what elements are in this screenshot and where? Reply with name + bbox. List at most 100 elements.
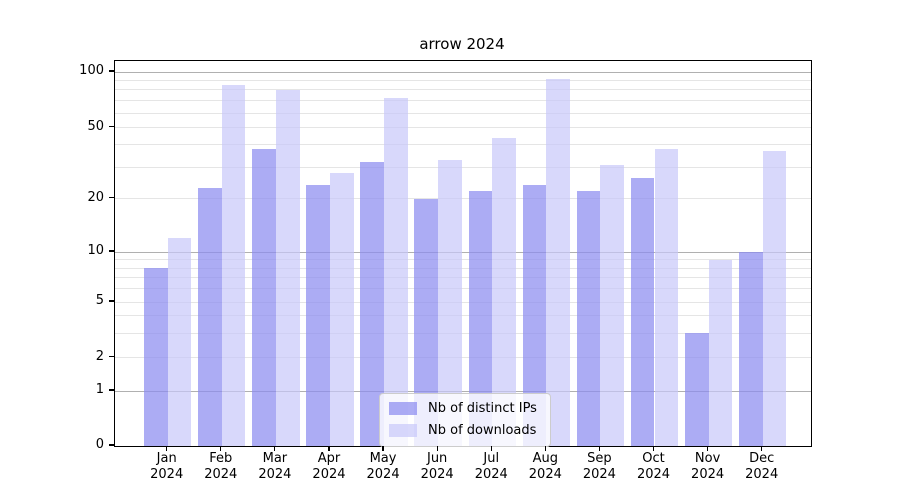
x-tick-mark (382, 446, 384, 451)
minor-gridline (115, 332, 811, 334)
bar-ips-feb (198, 187, 222, 446)
legend-swatch-distinct-ips (389, 402, 417, 415)
y-tick-label: 0 (95, 437, 104, 452)
minor-gridline (115, 315, 811, 317)
legend-label-downloads: Nb of downloads (428, 423, 537, 438)
x-tick-month: Oct (642, 451, 665, 466)
bar-ips-apr (306, 184, 330, 446)
y-tick-mark (109, 197, 114, 199)
minor-gridline (115, 127, 811, 129)
x-tick-month: Sep (587, 451, 612, 466)
y-tick-label: 2 (95, 348, 104, 364)
bar-ips-jan (144, 268, 168, 446)
minor-gridline (115, 357, 811, 359)
x-tick-label: Apr 2024 (297, 451, 361, 482)
x-tick-label: Nov 2024 (676, 451, 740, 482)
bar-downloads-nov (708, 259, 733, 446)
x-tick-month: Jan (156, 451, 177, 466)
bar-downloads-aug (546, 78, 571, 446)
y-tick-label: 1 (95, 382, 104, 397)
bar-downloads-sep (600, 164, 625, 446)
minor-gridline (115, 198, 811, 200)
x-tick-mark (220, 446, 222, 451)
x-tick-mark (598, 446, 600, 451)
legend-entry-distinct-ips: Nb of distinct IPs (389, 399, 541, 418)
y-tick-mark (109, 444, 114, 446)
bar-ips-jun (414, 198, 439, 446)
x-tick-year: 2024 (204, 466, 238, 482)
y-tick-label: 5 (95, 293, 104, 308)
minor-gridline (115, 288, 811, 290)
minor-gridline (115, 277, 811, 279)
x-tick-mark (652, 446, 655, 451)
y-tick-mark (109, 389, 114, 391)
x-tick-label: Mar 2024 (243, 451, 307, 482)
x-tick-label: Jan 2024 (135, 451, 199, 482)
legend-entry-downloads: Nb of downloads (389, 421, 541, 440)
bar-downloads-jun (438, 159, 462, 446)
bar-downloads-jul (492, 137, 516, 446)
bar-downloads-jan (167, 237, 192, 446)
major-gridline (115, 71, 811, 73)
x-tick-month: Jul (483, 451, 500, 466)
bar-ips-sep (576, 191, 601, 446)
bar-downloads-feb (221, 85, 246, 446)
minor-gridline (115, 89, 811, 91)
x-tick-year: 2024 (420, 466, 454, 482)
bar-ips-mar (252, 148, 276, 446)
bar-ips-jul (468, 191, 493, 446)
bar-ips-aug (522, 184, 547, 446)
x-tick-label: Dec 2024 (730, 451, 794, 482)
x-tick-mark (166, 446, 168, 451)
major-gridline (115, 251, 811, 253)
x-tick-label: Oct 2024 (622, 451, 686, 482)
y-tick-mark (109, 356, 114, 358)
minor-gridline (115, 259, 811, 261)
x-tick-year: 2024 (636, 466, 671, 482)
bar-downloads-dec (762, 151, 787, 446)
bar-ips-nov (684, 333, 709, 446)
y-tick-label: 10 (87, 243, 104, 258)
bar-downloads-mar (275, 89, 300, 446)
x-tick-month: Aug (532, 451, 559, 466)
minor-gridline (115, 100, 811, 102)
x-tick-month: Feb (209, 451, 233, 466)
minor-gridline (115, 112, 811, 114)
x-tick-month: Apr (317, 451, 341, 466)
major-gridline (115, 390, 811, 392)
y-tick-label: 100 (79, 63, 104, 78)
x-tick-label: Jul 2024 (459, 451, 523, 482)
x-tick-mark (328, 446, 330, 451)
y-tick-label: 20 (87, 189, 104, 205)
x-tick-label: Jun 2024 (405, 451, 469, 482)
x-tick-year: 2024 (528, 466, 562, 482)
x-tick-year: 2024 (312, 466, 346, 482)
x-tick-month: Dec (749, 451, 775, 466)
bar-downloads-oct (654, 148, 679, 446)
minor-gridline (115, 144, 811, 146)
x-tick-year: 2024 (474, 466, 508, 482)
minor-gridline (115, 267, 811, 269)
x-tick-label: May 2024 (351, 451, 415, 482)
legend: Nb of distinct IPs Nb of downloads (379, 393, 551, 447)
x-tick-month: Jun (426, 451, 448, 466)
minor-gridline (115, 79, 811, 81)
x-tick-mark (707, 446, 709, 451)
minor-gridline (115, 166, 811, 168)
y-tick-mark (109, 250, 114, 252)
bar-ips-may (360, 162, 385, 446)
x-tick-label: Sep 2024 (567, 451, 631, 482)
x-tick-year: 2024 (745, 466, 779, 482)
bar-downloads-may (384, 98, 408, 446)
x-tick-month: May (369, 451, 397, 466)
x-tick-mark (274, 446, 276, 451)
x-tick-mark (490, 446, 492, 451)
x-tick-label: Aug 2024 (513, 451, 577, 482)
y-tick-mark (109, 126, 114, 128)
y-tick-mark (109, 300, 114, 302)
x-tick-mark (544, 446, 546, 451)
legend-swatch-downloads (389, 424, 417, 437)
x-tick-label: Feb 2024 (189, 451, 253, 482)
x-tick-year: 2024 (258, 466, 292, 482)
